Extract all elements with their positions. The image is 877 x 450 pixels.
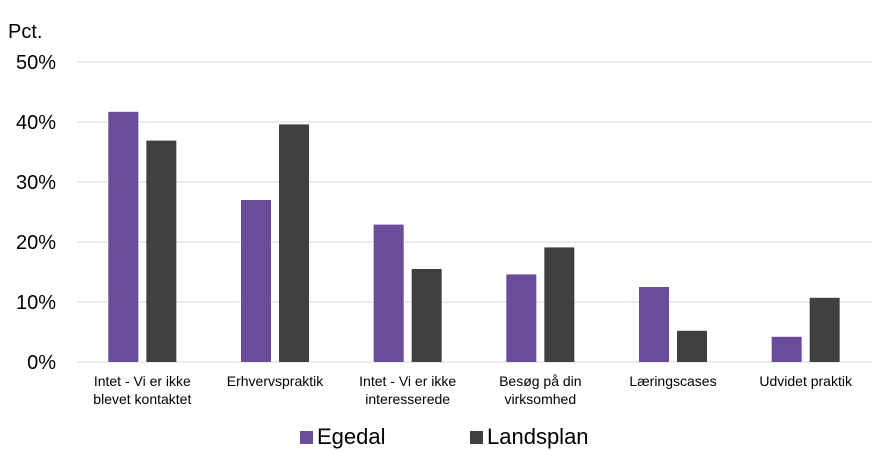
x-category-label: Besøg på din virksomhed: [499, 373, 582, 407]
bar-landsplan-0: [146, 140, 177, 362]
y-axis-ticks: 0% 10% 20% 30% 40% 50%: [16, 52, 56, 374]
bars: [108, 111, 840, 363]
bar-egedal-5: [771, 336, 802, 362]
legend-swatch-landsplan: [470, 430, 483, 444]
legend: Egedal Landsplan: [0, 424, 877, 450]
y-tick-label: 40%: [16, 112, 56, 134]
legend-item-egedal: Egedal: [300, 424, 386, 450]
x-category-label: Erhvervspraktik: [227, 373, 324, 389]
x-axis-labels: Intet - Vi er ikke blevet kontaktet Erhver…: [93, 373, 853, 407]
bar-landsplan-3: [544, 247, 575, 362]
x-category-label: Intet - Vi er ikke blevet kontaktet: [93, 373, 191, 407]
bar-landsplan-5: [809, 297, 840, 362]
bar-landsplan-2: [411, 269, 442, 362]
x-category-label: Læringscases: [629, 373, 716, 389]
y-axis-unit-label: Pct.: [8, 21, 42, 43]
legend-item-landsplan: Landsplan: [470, 424, 589, 450]
y-tick-label: 20%: [16, 232, 56, 254]
legend-swatch-egedal: [300, 430, 313, 444]
y-tick-label: 10%: [16, 292, 56, 314]
bar-landsplan-1: [279, 124, 309, 363]
y-tick-label: 30%: [16, 172, 56, 194]
bar-egedal-4: [639, 287, 669, 362]
bar-egedal-0: [108, 111, 139, 362]
x-category-label: Udvidet praktik: [759, 373, 853, 389]
legend-label-landsplan: Landsplan: [487, 424, 589, 449]
x-category-label: Intet - Vi er ikke interesserede: [359, 373, 456, 407]
y-tick-label: 0%: [27, 352, 56, 374]
bar-egedal-1: [241, 200, 271, 362]
bar-egedal-3: [506, 274, 537, 362]
bar-landsplan-4: [677, 330, 707, 362]
bar-egedal-2: [373, 224, 404, 362]
gridlines: [76, 61, 872, 363]
chart: Pct. 0% 10% 20% 30% 40% 50% Intet - Vi er ikk…: [8, 21, 872, 407]
legend-label-egedal: Egedal: [317, 424, 386, 449]
y-tick-label: 50%: [16, 52, 56, 74]
